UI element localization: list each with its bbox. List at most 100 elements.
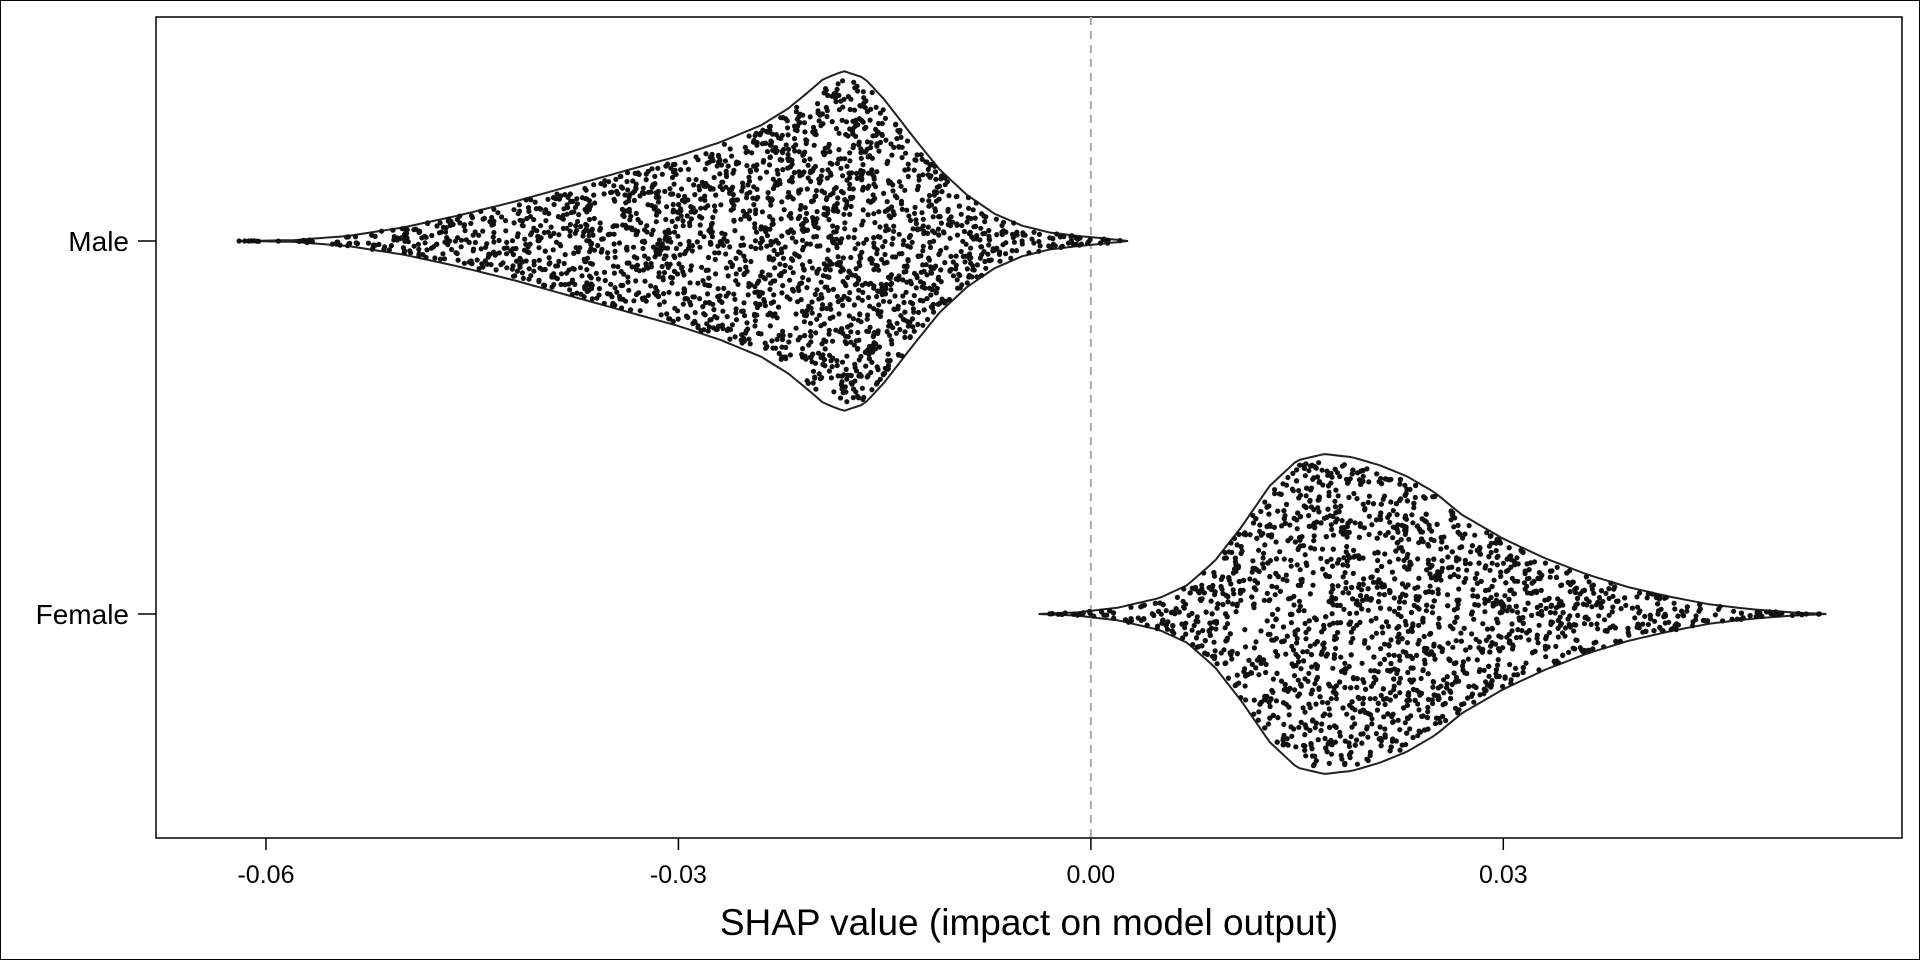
data-point [669,218,675,224]
data-point [820,273,826,279]
data-point [1416,526,1422,532]
data-point [807,241,814,247]
data-point [1376,599,1382,605]
data-point [1402,531,1408,538]
data-point [1202,638,1208,644]
data-point [663,216,669,223]
data-point [755,289,761,295]
data-point [1467,561,1473,567]
data-point [688,209,694,215]
data-point [830,338,836,344]
data-point [1339,518,1345,524]
data-point [1414,652,1420,659]
data-point [1311,761,1317,768]
data-point [517,217,523,223]
data-point [1231,591,1237,597]
data-point [1342,660,1348,666]
data-point [958,211,964,217]
data-point [1243,697,1249,703]
data-point [767,272,773,278]
data-point [1330,665,1336,671]
data-point [468,220,474,226]
data-point [444,236,450,242]
data-point [1368,668,1374,674]
data-point [1488,540,1494,546]
data-point [1474,657,1480,663]
data-point [680,301,686,307]
data-point [1164,626,1170,632]
data-point [1435,685,1441,691]
data-point [1304,485,1310,491]
data-point [1300,649,1306,655]
data-point [742,313,748,319]
data-point [865,294,872,301]
data-point [1553,574,1560,581]
data-point [1323,573,1329,579]
data-point [1740,615,1746,621]
data-point [1483,637,1489,643]
data-point [1391,687,1397,693]
data-point [699,264,705,270]
data-point [774,336,780,342]
data-point [752,238,759,244]
data-point [1399,636,1405,642]
data-point [882,115,889,121]
data-point [1263,669,1269,676]
data-point [1562,625,1569,631]
data-point [1553,643,1559,650]
data-point [826,331,832,337]
data-point [404,230,410,236]
data-point [856,287,862,293]
data-point [786,178,793,184]
data-point [1228,540,1234,546]
data-point [248,238,254,244]
data-point [1250,602,1256,608]
data-point [1436,624,1442,630]
data-point [1196,589,1202,595]
data-point [1369,721,1375,727]
data-point [1227,650,1233,656]
data-point [839,117,845,123]
data-point [653,219,659,225]
data-point [1364,724,1370,730]
data-point [845,234,852,240]
data-point [724,238,730,244]
data-point [725,273,731,279]
data-point [792,148,798,154]
data-point [1326,706,1332,712]
data-point [521,247,528,253]
data-point [1293,651,1299,657]
data-point [803,140,809,147]
data-point [1294,640,1300,646]
data-point [1401,564,1408,570]
data-point [858,353,864,360]
data-point [1404,715,1410,721]
data-point [1405,551,1411,557]
data-point [761,297,767,303]
data-point [1588,621,1594,628]
data-point [620,212,626,218]
data-point [703,267,709,273]
data-point [1365,607,1371,613]
data-point [545,196,551,202]
data-point [579,273,585,279]
data-point [822,190,828,196]
data-point [827,170,833,176]
data-point [1508,557,1514,563]
data-point [1603,627,1609,634]
data-point [545,229,551,235]
data-point [1532,648,1538,655]
data-point [1398,537,1404,543]
data-point [1211,655,1217,662]
data-point [705,254,712,261]
data-point [858,155,864,161]
data-point [727,327,734,333]
data-point [859,385,866,391]
violin-points-female [1047,460,1822,769]
data-point [1534,632,1540,638]
data-point [847,106,853,113]
data-point [1601,644,1607,650]
data-point [848,380,854,386]
data-point [908,217,914,224]
data-point [824,264,830,270]
